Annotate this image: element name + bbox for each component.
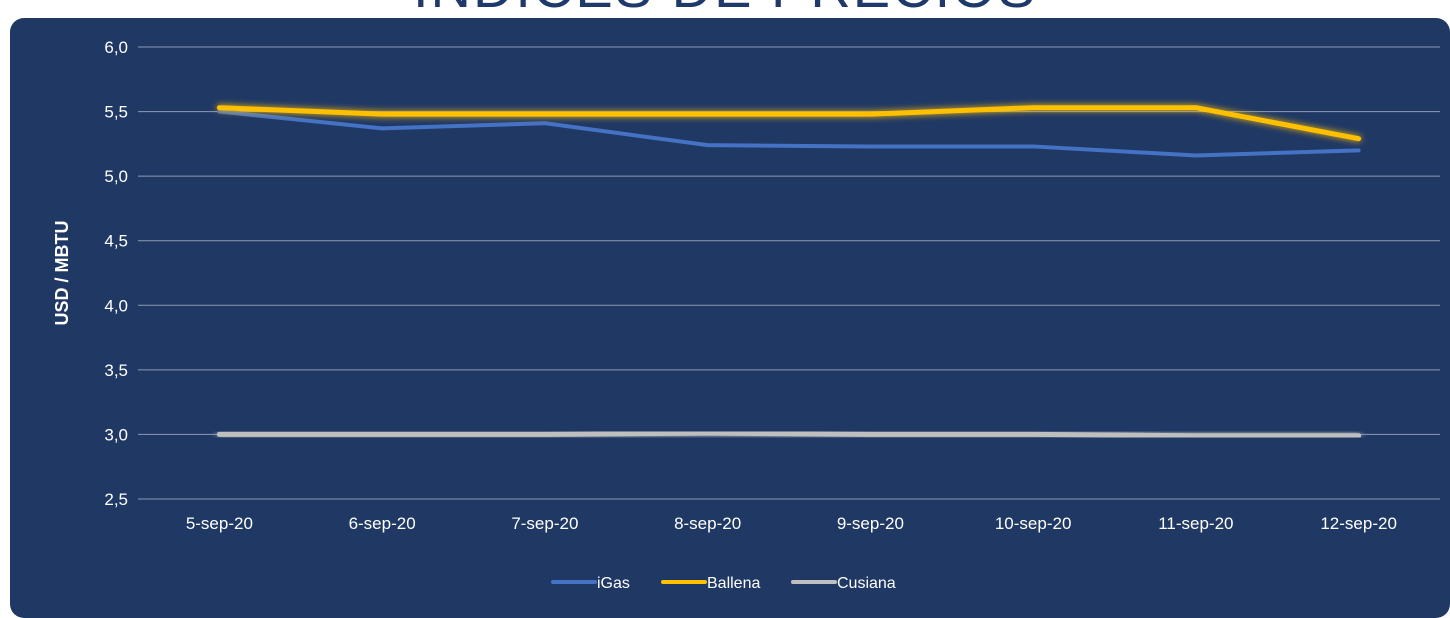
y-tick-label: 3,0 (104, 425, 128, 444)
y-tick-label: 6,0 (104, 38, 128, 57)
y-tick-label: 5,5 (104, 103, 128, 122)
series-line-cusiana (216, 430, 1362, 439)
legend-label-cusiana: Cusiana (837, 575, 896, 592)
y-tick-label: 2,5 (104, 490, 128, 509)
y-axis-title: USD / MBTU (52, 221, 72, 326)
legend-label-ballena: Ballena (707, 575, 760, 592)
series-lines (216, 105, 1362, 439)
y-axis-ticks: 2,5 3,0 3,5 4,0 4,5 5,0 5,5 6,0 (104, 38, 128, 509)
x-tick-label: 11-sep-20 (1158, 514, 1233, 533)
page-title: INDICES DE PRECIOS (0, 0, 1450, 18)
x-tick-label: 10-sep-20 (995, 514, 1072, 533)
legend: iGas Ballena Cusiana (551, 575, 896, 592)
x-tick-label: 7-sep-20 (511, 514, 578, 533)
y-tick-label: 4,0 (104, 296, 128, 315)
series-line-ballena (216, 105, 1362, 142)
x-tick-label: 12-sep-20 (1320, 514, 1397, 533)
y-tick-label: 4,5 (104, 232, 128, 251)
x-tick-label: 6-sep-20 (349, 514, 416, 533)
series-line-igas (217, 109, 1361, 158)
legend-label-igas: iGas (597, 575, 630, 592)
chart-panel: 2,5 3,0 3,5 4,0 4,5 5,0 5,5 6,0 5-sep-20 6-sep-2… (10, 18, 1450, 618)
x-axis-ticks: 5-sep-20 6-sep-20 7-sep-20 8-sep-20 9-sep-20… (186, 514, 1397, 533)
x-tick-label: 5-sep-20 (186, 514, 253, 533)
x-tick-label: 9-sep-20 (837, 514, 904, 533)
x-tick-label: 8-sep-20 (674, 514, 741, 533)
y-tick-label: 3,5 (104, 361, 128, 380)
line-chart: 2,5 3,0 3,5 4,0 4,5 5,0 5,5 6,0 5-sep-20 6-sep-2… (52, 38, 1440, 592)
y-tick-label: 5,0 (104, 167, 128, 186)
